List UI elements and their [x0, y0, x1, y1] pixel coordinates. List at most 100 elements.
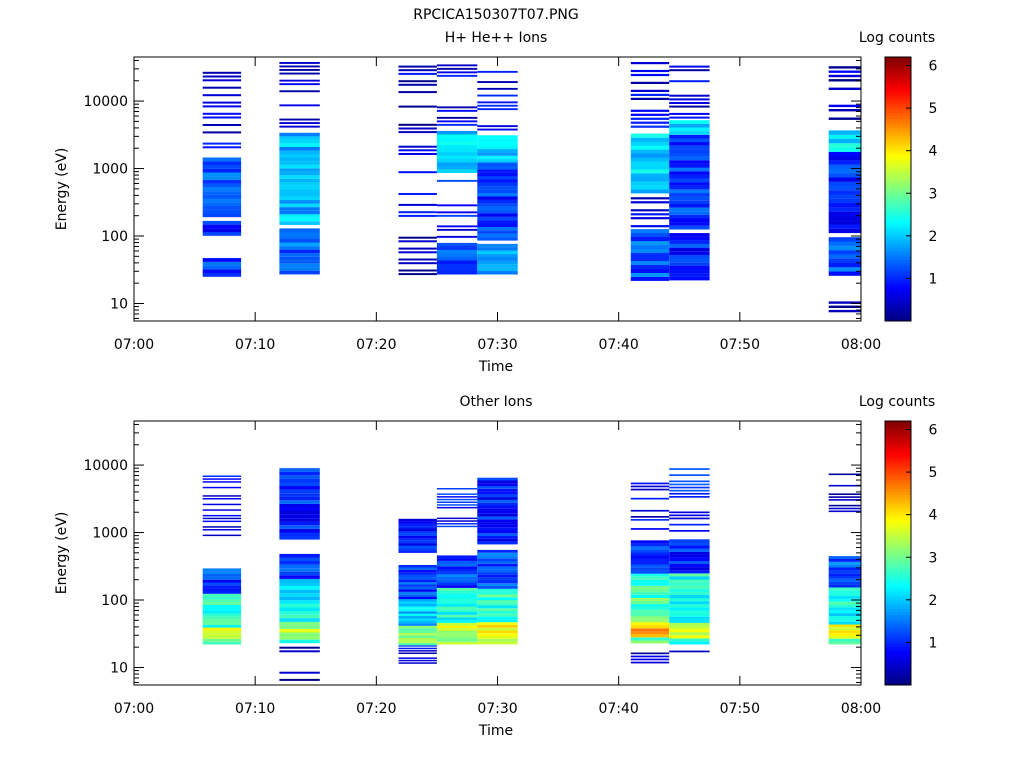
- heatmap-cell: [436, 260, 478, 264]
- colorbar-swatch: [885, 238, 911, 243]
- heatmap-cell: [669, 523, 710, 526]
- heatmap-cell: [669, 604, 710, 608]
- heatmap-cell: [477, 209, 518, 214]
- heatmap-cell: [477, 566, 518, 570]
- heatmap-cell: [436, 165, 478, 170]
- colorbar-swatch: [885, 635, 911, 639]
- heatmap-cell: [436, 214, 478, 217]
- y-tick-label: 10: [110, 660, 128, 676]
- heatmap-cell: [398, 80, 437, 83]
- colorbar-swatch: [885, 71, 911, 75]
- heatmap-cell: [477, 599, 518, 603]
- heatmap-cell: [828, 79, 861, 82]
- heatmap-cell: [477, 555, 518, 559]
- heatmap-cell: [828, 241, 861, 246]
- heatmap-cell: [279, 639, 320, 644]
- heatmap-cell: [669, 625, 710, 630]
- heatmap-cell: [398, 145, 437, 148]
- heatmap-cell: [630, 601, 670, 605]
- heatmap-cell: [398, 630, 437, 634]
- heatmap-cell: [279, 478, 320, 483]
- heatmap-cell: [669, 576, 710, 580]
- heatmap-cell: [828, 117, 861, 120]
- heatmap-cell: [477, 549, 518, 553]
- heatmap-cell: [630, 272, 670, 277]
- colorbar-swatch: [885, 441, 911, 445]
- heatmap-cell: [669, 567, 710, 571]
- heatmap-cell: [436, 612, 478, 615]
- heatmap-cell: [669, 145, 710, 150]
- colorbar-swatch: [885, 582, 911, 586]
- heatmap-cell: [477, 176, 518, 180]
- heatmap-cell: [398, 240, 437, 243]
- colorbar-swatch: [885, 605, 911, 610]
- heatmap-cell: [669, 174, 710, 179]
- heatmap-cell: [630, 109, 670, 112]
- heatmap-cell: [477, 230, 518, 234]
- heatmap-cell: [398, 211, 437, 214]
- colorbar-swatch: [885, 197, 911, 202]
- colorbar-swatch: [885, 95, 911, 99]
- colorbar-tick-label: 3: [929, 550, 938, 566]
- heatmap-cell: [279, 632, 320, 636]
- heatmap-cell: [828, 173, 861, 178]
- heatmap-cell: [630, 181, 670, 186]
- heatmap-cell: [828, 638, 861, 642]
- heatmap-cell: [477, 145, 518, 149]
- colorbar-swatch: [885, 183, 911, 187]
- heatmap-cell: [477, 508, 518, 512]
- colorbar-swatch: [885, 212, 911, 216]
- heatmap-cell: [202, 624, 242, 628]
- colorbar-swatch: [885, 306, 911, 310]
- heatmap-cell: [279, 189, 320, 193]
- heatmap-cell: [669, 585, 710, 589]
- heatmap-cell: [398, 582, 437, 585]
- heatmap-cell: [669, 142, 710, 146]
- x-axis-label-bottom: Time: [478, 723, 513, 739]
- heatmap-cell: [477, 182, 518, 187]
- x-tick-label: 07:40: [598, 701, 638, 717]
- heatmap-cell: [477, 619, 518, 623]
- heatmap-cell: [669, 616, 710, 620]
- heatmap-cell: [477, 558, 518, 562]
- heatmap-cell: [828, 484, 861, 487]
- colorbar-swatch: [885, 186, 911, 190]
- heatmap-cell: [202, 590, 242, 594]
- y-tick-label: 100: [101, 229, 128, 245]
- heatmap-cell: [669, 492, 710, 495]
- colorbar-swatch: [885, 564, 911, 569]
- colorbar-swatch: [885, 177, 911, 181]
- heatmap-cell: [436, 558, 478, 561]
- heatmap-cell: [630, 619, 670, 623]
- heatmap-cell: [828, 143, 861, 148]
- heatmap-cell: [828, 558, 861, 562]
- heatmap-cell: [202, 593, 242, 597]
- heatmap-cell: [279, 221, 320, 225]
- colorbar-tick-label: 5: [929, 465, 938, 481]
- x-axis-label-top: Time: [478, 359, 513, 375]
- heatmap-cell: [202, 75, 242, 78]
- heatmap-cell: [398, 589, 437, 592]
- heatmap-cell: [398, 616, 437, 619]
- heatmap-cell: [436, 151, 478, 156]
- heatmap-cell: [436, 242, 478, 247]
- heatmap-cell: [436, 601, 478, 604]
- heatmap-cell: [669, 489, 710, 492]
- heatmap-cell: [436, 568, 478, 572]
- heatmap-cell: [202, 621, 242, 625]
- heatmap-cell: [202, 568, 242, 572]
- heatmap-cell: [477, 203, 518, 207]
- heatmap-cell: [279, 83, 320, 86]
- heatmap-cell: [279, 200, 320, 204]
- x-tick-label: 07:40: [598, 337, 638, 353]
- colorbar-swatch: [885, 92, 911, 96]
- heatmap-cell: [279, 611, 320, 615]
- heatmap-cell: [477, 179, 518, 183]
- heatmap-cell: [669, 156, 710, 161]
- heatmap-cell: [398, 596, 437, 600]
- heatmap-cell: [279, 678, 320, 681]
- heatmap-cell: [630, 540, 670, 544]
- colorbar-swatch: [885, 153, 911, 158]
- colorbar-swatch: [885, 312, 911, 316]
- heatmap-cell: [669, 160, 710, 164]
